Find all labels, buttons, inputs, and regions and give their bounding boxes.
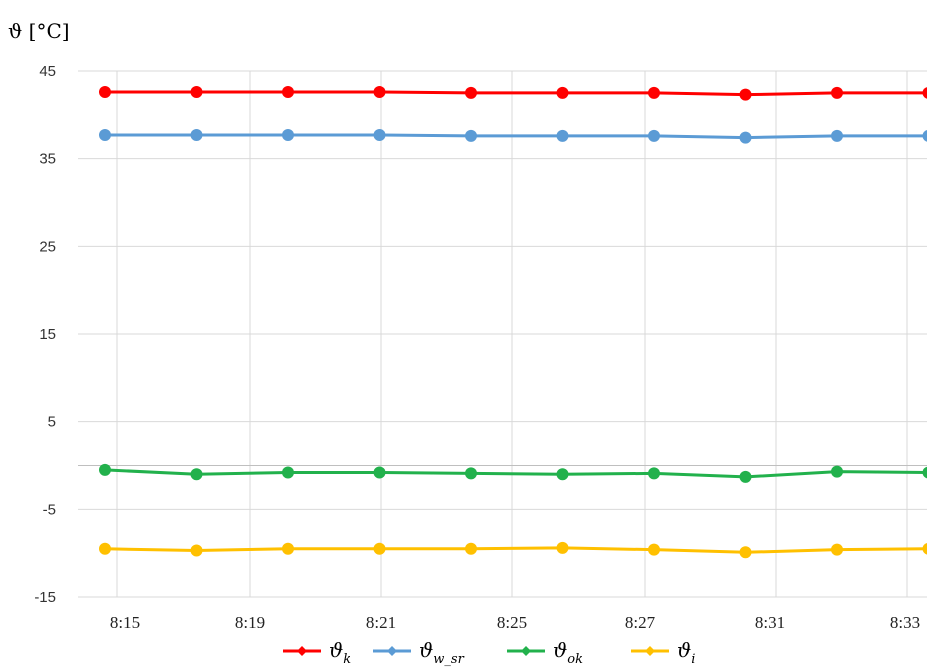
data-point bbox=[99, 128, 111, 141]
data-point bbox=[99, 86, 111, 99]
data-point bbox=[648, 543, 660, 556]
data-point bbox=[373, 128, 386, 141]
data-point bbox=[373, 86, 386, 99]
y-tick-label: 25 bbox=[39, 238, 56, 255]
data-point bbox=[648, 467, 660, 480]
legend-label: ϑi bbox=[677, 638, 695, 667]
x-tick-label: 8:33 bbox=[890, 613, 920, 632]
legend-label: ϑok bbox=[553, 638, 583, 667]
data-point bbox=[190, 86, 203, 99]
data-point bbox=[739, 131, 752, 144]
y-tick-labels: -15 -5 5 15 25 35 45 bbox=[34, 63, 56, 606]
series-line bbox=[105, 133, 927, 140]
legend-marker bbox=[387, 646, 397, 656]
x-tick-label: 8:31 bbox=[755, 613, 785, 632]
data-point bbox=[282, 86, 294, 99]
data-point bbox=[99, 463, 111, 476]
data-point bbox=[373, 466, 386, 479]
data-point bbox=[739, 546, 752, 559]
x-tick-label: 8:19 bbox=[235, 613, 265, 632]
data-point bbox=[556, 86, 569, 99]
x-tick-labels: 8:15 8:19 8:21 8:25 8:27 8:31 8:33 bbox=[110, 613, 920, 632]
data-point bbox=[648, 86, 660, 99]
data-point bbox=[190, 128, 203, 141]
legend-label: ϑw_sr bbox=[419, 638, 465, 667]
y-tick-label: 15 bbox=[39, 326, 56, 343]
data-point bbox=[831, 465, 843, 478]
data-point bbox=[465, 129, 477, 142]
data-point bbox=[465, 542, 477, 555]
y-tick-label: -15 bbox=[34, 589, 56, 606]
legend-marker bbox=[521, 646, 531, 656]
data-point bbox=[831, 543, 843, 556]
legend: ϑk ϑw_sr ϑok ϑi bbox=[283, 638, 695, 667]
data-point bbox=[282, 128, 294, 141]
data-point bbox=[99, 542, 111, 555]
legend-label: ϑk bbox=[329, 638, 351, 667]
data-point bbox=[282, 542, 294, 555]
x-tick-label: 8:25 bbox=[497, 613, 527, 632]
y-tick-label: 35 bbox=[39, 151, 56, 168]
data-point bbox=[831, 86, 843, 99]
data-point bbox=[282, 466, 294, 479]
y-axis-label: ϑ [°C] bbox=[8, 19, 70, 43]
series-ok bbox=[99, 463, 927, 483]
grid bbox=[78, 70, 927, 598]
data-point bbox=[373, 542, 386, 555]
x-tick-label: 8:27 bbox=[625, 613, 656, 632]
series-line bbox=[104, 546, 927, 554]
data-point bbox=[190, 544, 203, 557]
data-point bbox=[922, 130, 927, 142]
data-point bbox=[922, 542, 927, 555]
y-tick-label: -5 bbox=[43, 501, 56, 518]
series-i bbox=[99, 541, 927, 559]
y-tick-label: 45 bbox=[39, 63, 56, 80]
x-tick-label: 8:15 bbox=[110, 613, 140, 632]
data-point bbox=[922, 87, 927, 99]
data-point bbox=[556, 468, 569, 481]
data-point bbox=[465, 467, 477, 480]
data-point bbox=[831, 129, 843, 142]
data-point bbox=[739, 470, 752, 483]
data-point bbox=[922, 466, 927, 479]
data-point bbox=[465, 86, 477, 99]
data-point bbox=[648, 129, 660, 142]
data-point bbox=[739, 88, 752, 101]
series-k bbox=[99, 86, 927, 101]
data-point bbox=[556, 541, 569, 554]
series-line bbox=[105, 90, 927, 97]
series-lines bbox=[99, 86, 927, 559]
legend-marker bbox=[297, 646, 307, 656]
series-line bbox=[104, 468, 927, 479]
y-tick-label: 5 bbox=[48, 414, 56, 431]
x-tick-label: 8:21 bbox=[366, 613, 396, 632]
series-w_sr bbox=[99, 128, 927, 144]
data-point bbox=[190, 468, 203, 481]
data-point bbox=[556, 129, 569, 142]
legend-marker bbox=[645, 646, 655, 656]
